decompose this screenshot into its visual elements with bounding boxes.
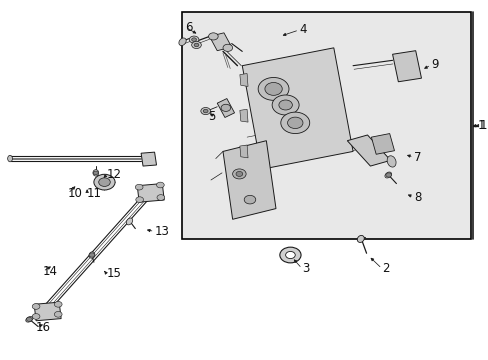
Polygon shape [209,33,231,51]
Circle shape [221,104,230,111]
Polygon shape [240,73,247,86]
Text: 8: 8 [413,191,420,204]
Circle shape [89,253,95,257]
Circle shape [236,171,242,176]
Text: 5: 5 [208,110,216,123]
Circle shape [385,173,391,177]
Text: 3: 3 [302,262,309,275]
Circle shape [258,77,288,100]
Ellipse shape [93,170,99,176]
Circle shape [232,169,245,179]
Polygon shape [240,109,247,122]
Circle shape [208,33,218,40]
Ellipse shape [126,218,132,225]
Circle shape [280,112,309,134]
Polygon shape [217,99,234,117]
Polygon shape [346,135,390,166]
Polygon shape [223,141,275,219]
Polygon shape [137,184,164,202]
Ellipse shape [89,252,95,258]
Text: 4: 4 [299,23,306,36]
Circle shape [279,247,301,263]
Polygon shape [34,302,61,321]
Text: 13: 13 [154,225,169,238]
Circle shape [272,95,299,115]
Circle shape [54,301,62,307]
Text: 7: 7 [413,150,420,164]
Text: 1: 1 [478,119,486,132]
Circle shape [54,311,62,317]
Polygon shape [370,134,394,154]
Circle shape [135,184,142,190]
Circle shape [136,197,143,203]
Circle shape [99,178,110,186]
Circle shape [157,195,164,201]
Ellipse shape [26,316,33,322]
Polygon shape [242,48,352,169]
Text: 6: 6 [185,21,193,33]
Text: 10: 10 [68,187,82,200]
Text: 2: 2 [381,262,388,275]
Circle shape [26,317,32,321]
Circle shape [201,108,210,114]
Polygon shape [141,152,156,166]
Circle shape [191,41,201,49]
Circle shape [285,251,295,258]
Ellipse shape [357,235,364,242]
Text: 14: 14 [43,265,58,278]
Text: 1: 1 [476,119,484,132]
Polygon shape [392,51,421,82]
Circle shape [32,314,40,319]
Circle shape [244,195,255,204]
Circle shape [223,44,232,51]
Ellipse shape [384,172,391,178]
Circle shape [191,38,196,41]
Text: 12: 12 [106,168,121,181]
Bar [182,12,470,239]
Text: 9: 9 [430,58,438,72]
Circle shape [93,171,98,175]
Ellipse shape [386,156,395,167]
Circle shape [94,174,115,190]
Polygon shape [240,145,247,158]
Circle shape [189,36,199,43]
Circle shape [156,182,164,188]
Circle shape [32,303,40,309]
Circle shape [264,82,282,95]
Text: 11: 11 [87,187,102,200]
Text: 16: 16 [36,321,51,334]
Ellipse shape [8,156,12,162]
Circle shape [194,43,199,47]
Circle shape [287,117,303,129]
Text: 15: 15 [106,267,121,280]
Ellipse shape [179,38,186,46]
Circle shape [203,109,207,113]
Circle shape [278,100,292,110]
